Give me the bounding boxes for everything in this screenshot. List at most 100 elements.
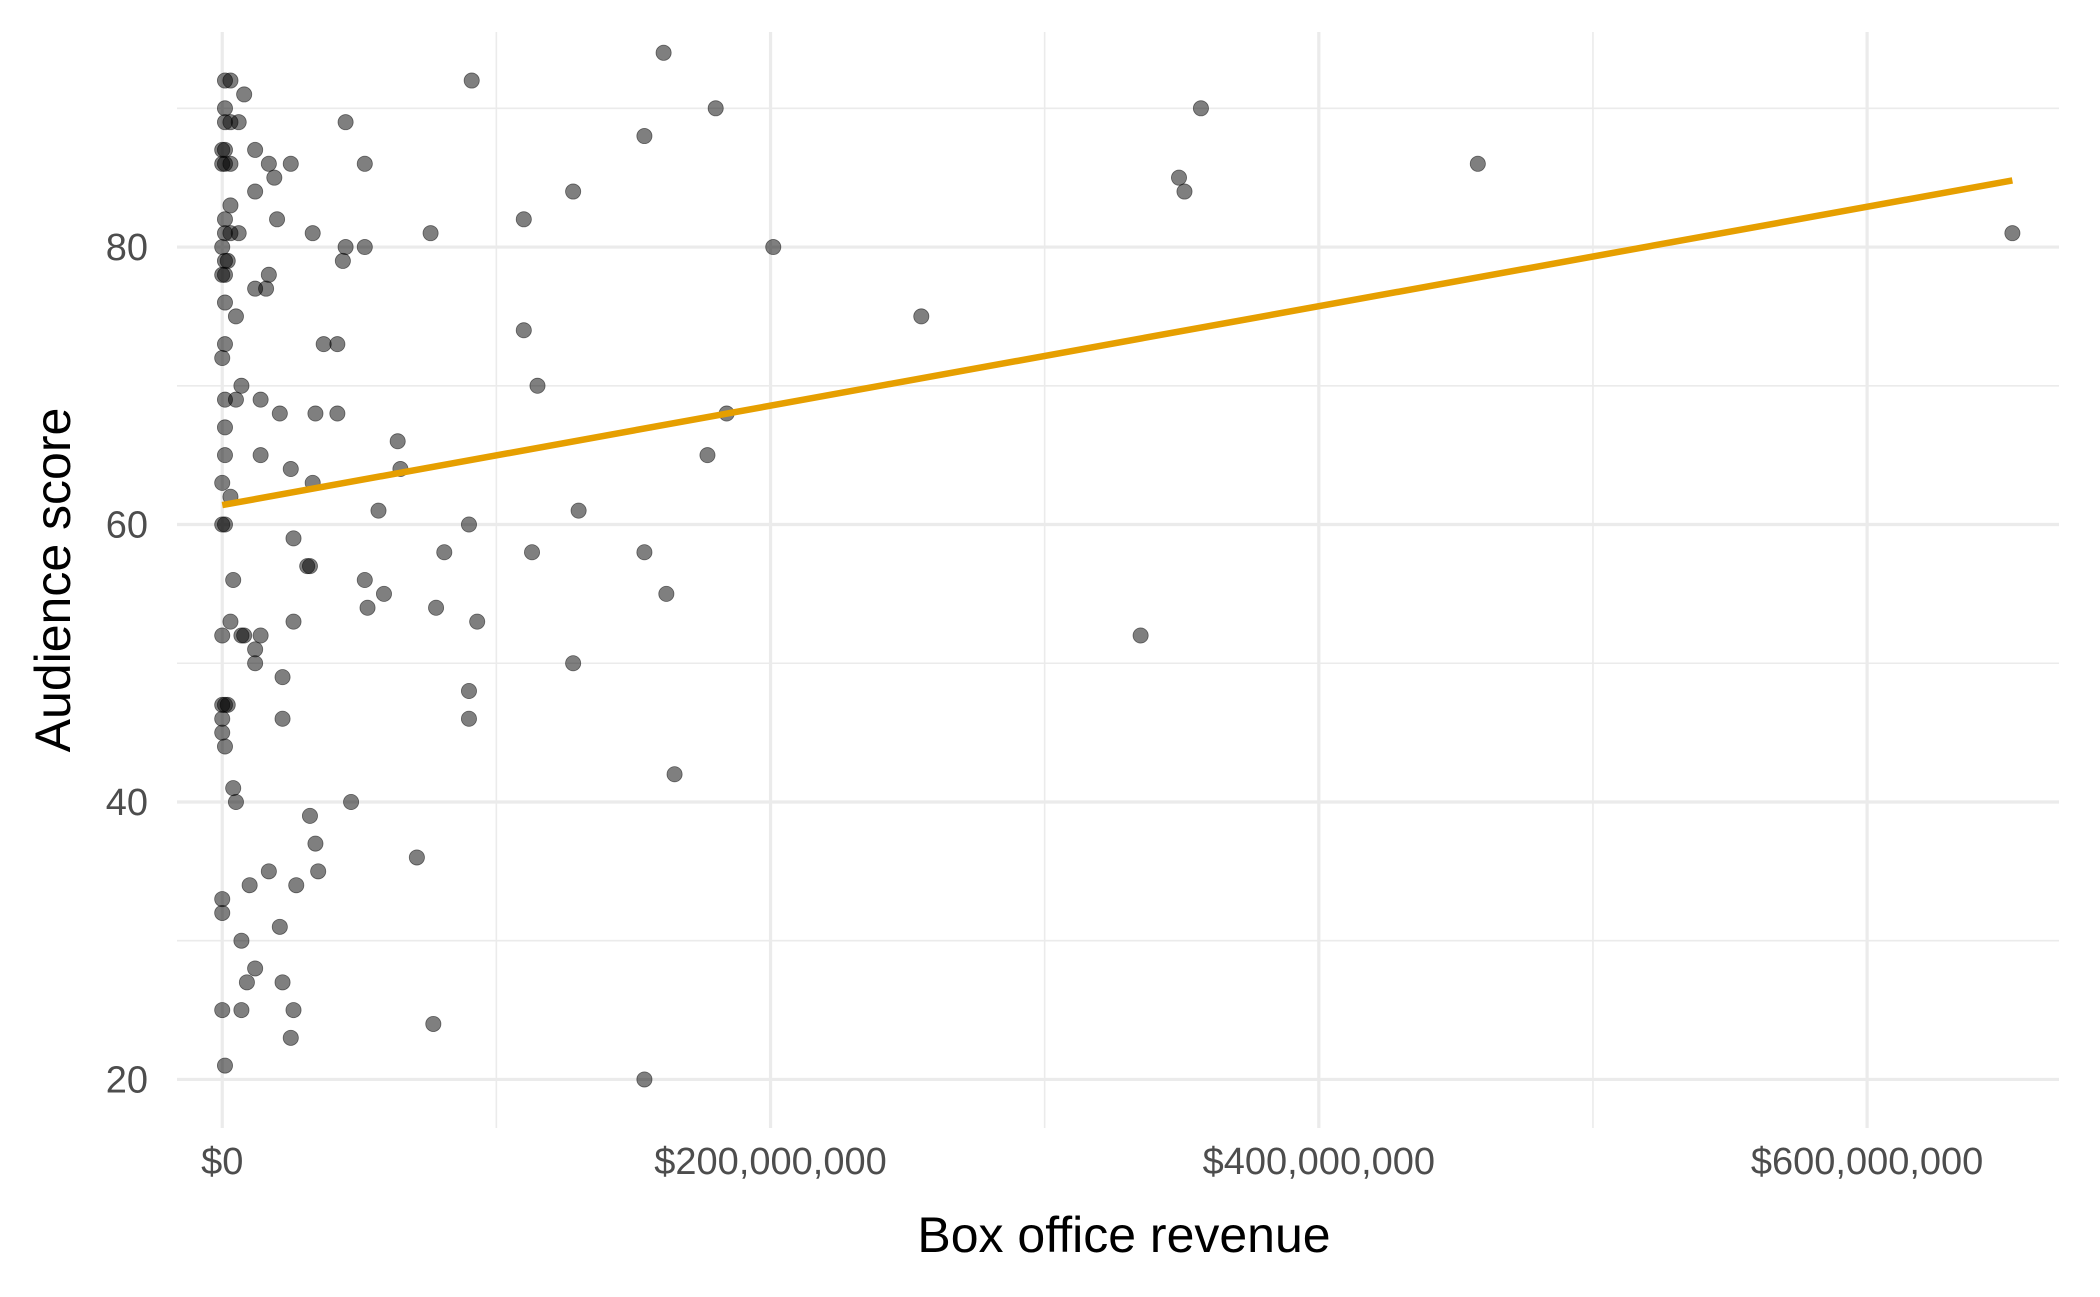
data-point — [356, 155, 373, 172]
y-axis-ticks: 20 40 60 80 — [106, 227, 148, 1101]
data-point — [565, 655, 582, 672]
data-point — [225, 780, 242, 797]
data-point — [227, 793, 244, 810]
data-point — [436, 544, 453, 561]
data-point — [227, 308, 244, 325]
y-axis-title: Audience score — [25, 408, 81, 753]
data-point — [214, 891, 231, 908]
x-tick-label: $200,000,000 — [654, 1141, 886, 1183]
data-point — [329, 336, 346, 353]
data-point — [356, 572, 373, 589]
data-point — [315, 336, 332, 353]
data-point — [307, 405, 324, 422]
data-point — [636, 128, 653, 145]
data-point — [699, 447, 716, 464]
data-point — [230, 114, 247, 131]
data-point — [222, 197, 239, 214]
data-point — [222, 613, 239, 630]
data-point — [408, 849, 425, 866]
data-point — [460, 682, 477, 699]
data-point — [222, 155, 239, 172]
data-point — [260, 266, 277, 283]
data-point — [1192, 100, 1209, 117]
data-point — [216, 266, 233, 283]
y-tick-label: 80 — [106, 227, 148, 269]
data-point — [247, 655, 264, 672]
data-point — [765, 239, 782, 256]
data-point — [227, 391, 244, 408]
data-point — [428, 599, 445, 616]
data-point — [252, 627, 269, 644]
data-points — [214, 44, 2021, 1088]
data-point — [337, 114, 354, 131]
data-point — [282, 1029, 299, 1046]
data-point — [236, 86, 253, 103]
data-point — [219, 252, 236, 269]
data-point — [216, 738, 233, 755]
data-point — [463, 72, 480, 89]
data-point — [356, 239, 373, 256]
data-point — [304, 225, 321, 242]
trend-line-group — [221, 177, 2013, 509]
data-point — [288, 877, 305, 894]
data-point — [515, 211, 532, 228]
trend-line — [221, 177, 2013, 509]
data-point — [260, 863, 277, 880]
data-point — [658, 585, 675, 602]
data-point — [274, 974, 291, 991]
data-point — [214, 904, 231, 921]
data-point — [214, 710, 231, 727]
data-point — [214, 239, 231, 256]
data-point — [285, 1002, 302, 1019]
data-point — [236, 627, 253, 644]
y-tick-label: 60 — [106, 505, 148, 547]
data-point — [247, 960, 264, 977]
data-point — [271, 918, 288, 935]
data-point — [233, 932, 250, 949]
data-point — [252, 447, 269, 464]
data-point — [214, 474, 231, 491]
data-point — [707, 100, 724, 117]
data-point — [460, 710, 477, 727]
data-point — [636, 544, 653, 561]
data-point — [310, 863, 327, 880]
data-point — [216, 1057, 233, 1074]
data-point — [260, 155, 277, 172]
data-point — [343, 793, 360, 810]
grid — [177, 32, 2059, 1128]
data-point — [214, 1002, 231, 1019]
data-point — [216, 336, 233, 353]
data-point — [515, 322, 532, 339]
data-point — [216, 447, 233, 464]
data-point — [655, 44, 672, 61]
data-point — [214, 724, 231, 741]
data-point — [233, 377, 250, 394]
data-point — [230, 225, 247, 242]
data-point — [233, 1002, 250, 1019]
data-point — [271, 405, 288, 422]
data-point — [301, 558, 318, 575]
x-tick-label: $400,000,000 — [1203, 1141, 1435, 1183]
x-axis-title: Box office revenue — [917, 1207, 1330, 1263]
data-point — [266, 169, 283, 186]
data-point — [222, 72, 239, 89]
data-point — [216, 100, 233, 117]
data-point — [529, 377, 546, 394]
data-point — [1132, 627, 1149, 644]
x-axis-ticks: $0 $200,000,000 $400,000,000 $600,000,000 — [201, 1141, 1983, 1183]
data-point — [301, 807, 318, 824]
data-point — [425, 1015, 442, 1032]
data-point — [225, 572, 242, 589]
x-tick-label: $0 — [201, 1141, 243, 1183]
data-point — [216, 419, 233, 436]
data-point — [1176, 183, 1193, 200]
data-point — [241, 877, 258, 894]
data-point — [334, 252, 351, 269]
data-point — [1469, 155, 1486, 172]
data-point — [329, 405, 346, 422]
y-tick-label: 40 — [106, 782, 148, 824]
data-point — [252, 391, 269, 408]
y-tick-label: 20 — [106, 1059, 148, 1101]
data-point — [666, 766, 683, 783]
